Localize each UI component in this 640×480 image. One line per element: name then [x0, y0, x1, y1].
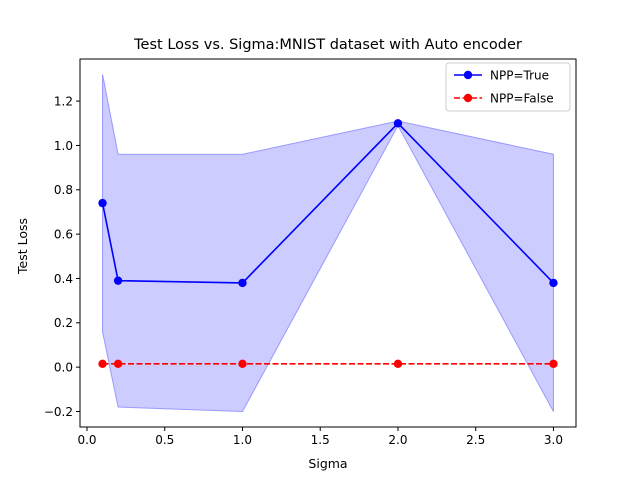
x-tick-label: 1.0: [233, 433, 252, 447]
legend-label-1: NPP=False: [490, 92, 554, 106]
x-tick-label: 1.5: [311, 433, 330, 447]
y-tick-label: 0.4: [54, 272, 73, 286]
y-tick-label: 1.2: [54, 94, 73, 108]
chart-title: Test Loss vs. Sigma:MNIST dataset with A…: [133, 37, 522, 53]
data-point-1-1: [113, 359, 123, 369]
data-point-0-2: [238, 278, 247, 288]
y-tick-label: 1.0: [54, 139, 73, 153]
data-point-1-3: [393, 359, 403, 369]
axes: 0.0 0.5 1.0 1.5 2.0 2.5 3.0 −0.2 0.0 0.2 0.4 0.6 0.8…: [44, 58, 577, 447]
data-point-1-0: [98, 359, 107, 369]
data-point-1-2: [238, 359, 247, 369]
y-axis-label: Test Loss: [15, 218, 30, 275]
x-axis-label: Sigma: [308, 456, 347, 471]
y-tick-label: 0.8: [54, 183, 73, 197]
x-tick-label: 3.0: [544, 433, 563, 447]
y-tick-label: 0.6: [54, 227, 73, 241]
data-point-0-1: [113, 276, 123, 285]
axes-frame: [79, 58, 577, 428]
data-point-0-4: [549, 278, 558, 288]
legend-marker-0: [463, 70, 473, 80]
data-point-1-4: [549, 359, 558, 369]
y-tick-label: 0.0: [54, 360, 73, 374]
confidence-band-0: [102, 74, 554, 412]
x-tick-label: 0.0: [77, 433, 96, 447]
data-point-0-3: [393, 119, 403, 128]
x-tick-label: 2.5: [466, 433, 485, 447]
legend-label-0: NPP=True: [490, 69, 549, 83]
y-tick-label: 0.2: [54, 316, 73, 330]
legend-marker-1: [463, 93, 473, 103]
plot-area: [98, 74, 558, 412]
x-tick-label: 2.0: [388, 433, 407, 447]
data-point-0-0: [98, 198, 107, 208]
y-tick-label: −0.2: [44, 405, 73, 419]
x-tick-label: 0.5: [155, 433, 174, 447]
legend: NPP=True NPP=False: [445, 62, 571, 112]
